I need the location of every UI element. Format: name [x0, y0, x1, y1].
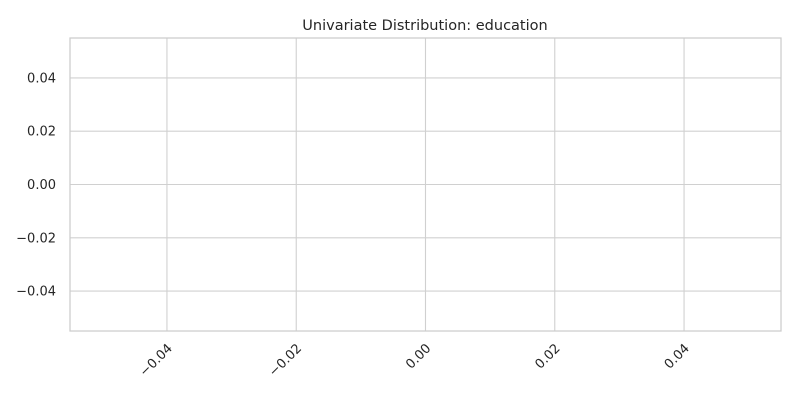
x-tick-label: −0.02: [266, 341, 305, 380]
x-tick-label: 0.00: [403, 341, 434, 372]
grid-lines: [70, 38, 781, 331]
chart-title: Univariate Distribution: education: [302, 18, 547, 34]
x-tick-label: 0.04: [662, 341, 693, 372]
x-axis-ticks: −0.04 −0.02 0.00 0.02 0.04: [137, 341, 693, 380]
y-tick-label: −0.04: [16, 285, 56, 300]
x-tick-label: 0.02: [533, 341, 564, 372]
y-tick-label: 0.04: [27, 71, 56, 86]
y-tick-label: 0.02: [27, 125, 56, 140]
y-tick-label: −0.02: [16, 231, 56, 246]
y-tick-label: 0.00: [27, 178, 56, 193]
x-tick-label: −0.04: [137, 341, 176, 380]
plot-frame: [69, 37, 782, 332]
y-axis-ticks: 0.04 0.02 0.00 −0.02 −0.04: [16, 71, 56, 299]
